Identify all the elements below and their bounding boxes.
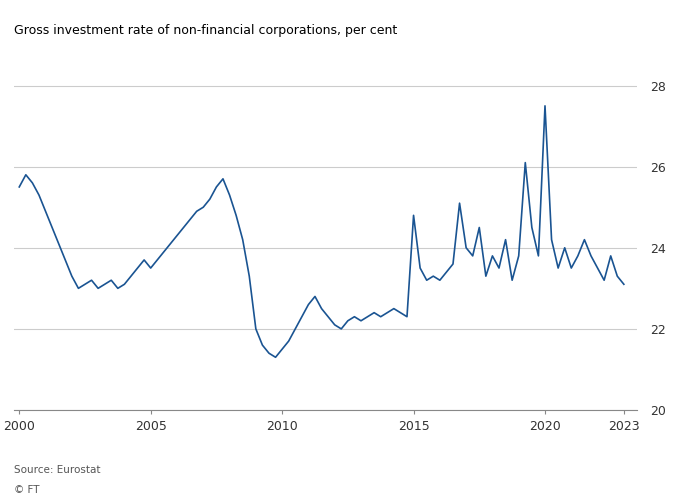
Text: Gross investment rate of non-financial corporations, per cent: Gross investment rate of non-financial c…	[14, 24, 398, 37]
Text: © FT: © FT	[14, 485, 39, 495]
Text: Source: Eurostat: Source: Eurostat	[14, 465, 101, 475]
